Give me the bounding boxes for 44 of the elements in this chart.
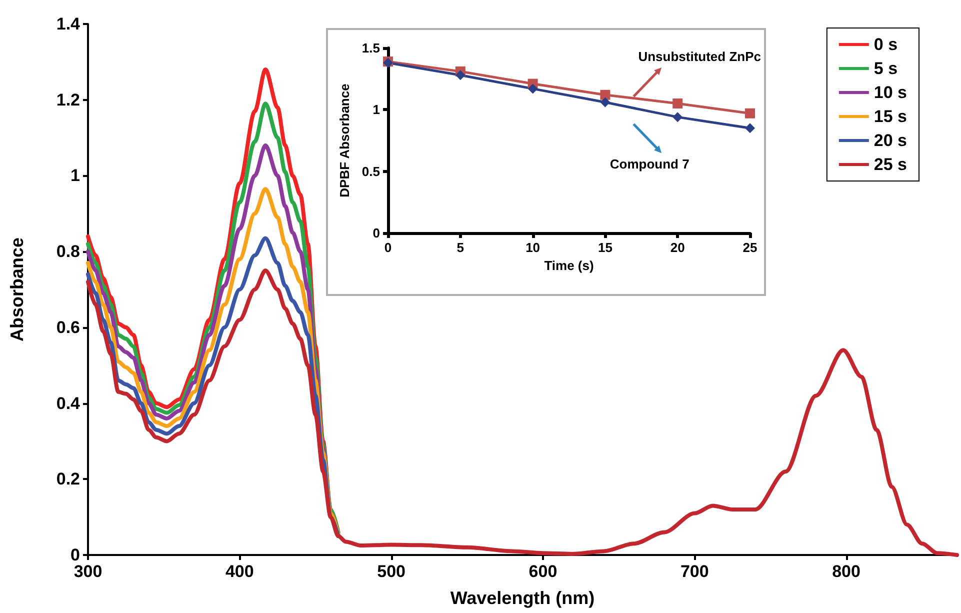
y-tick-label: 1: [372, 102, 380, 118]
x-tick-label: 0: [384, 240, 392, 255]
point: [528, 84, 538, 94]
x-tick-label: 5: [456, 240, 464, 255]
text: Compound 7: [610, 156, 690, 172]
point: [600, 90, 610, 100]
y-axis-title: DPBF Absorbance: [337, 84, 352, 198]
x-axis-title: Wavelength (nm): [450, 588, 595, 608]
y-tick-label: 1.5: [362, 40, 380, 56]
legend-label: 5 s: [874, 59, 898, 78]
point: [745, 123, 755, 134]
y-tick-label: 1: [70, 166, 80, 186]
legend-label: 25 s: [874, 155, 908, 174]
y-tick-label: 1.2: [56, 90, 80, 110]
x-tick-label: 300: [74, 562, 102, 581]
x-tick-label: 10: [526, 240, 540, 255]
x-axis-title: Time (s): [544, 258, 594, 273]
legend-label: 15 s: [874, 107, 908, 126]
x-tick-label: 500: [377, 562, 406, 581]
point: [455, 70, 466, 80]
x-tick-label: 600: [528, 562, 558, 581]
text: Unsubstituted ZnPc: [638, 49, 761, 64]
x-tick-label: 400: [225, 562, 254, 581]
y-tick-label: 0.2: [56, 470, 80, 489]
legend-label: 0 s: [874, 35, 898, 54]
y-axis-title: Absorbance: [7, 237, 27, 342]
x-tick-label: 15: [598, 240, 612, 255]
y-tick-label: 0: [70, 546, 80, 564]
y-tick-label: 0.6: [56, 318, 80, 337]
x-tick-label: 800: [832, 562, 860, 581]
x-tick-label: 25: [742, 240, 758, 255]
point: [672, 112, 683, 122]
point: [745, 108, 755, 118]
legend-label: 10 s: [874, 83, 908, 102]
x-tick-label: 20: [670, 240, 685, 255]
x-tick-label: 700: [680, 562, 709, 581]
y-tick-label: 0.8: [56, 242, 80, 262]
legend-label: 20 s: [874, 131, 908, 150]
y-tick-label: 1.4: [56, 14, 81, 34]
point: [672, 98, 683, 108]
y-tick-label: 0.4: [56, 394, 81, 413]
point: [600, 97, 610, 108]
y-tick-label: 0: [372, 226, 380, 240]
y-tick-label: 0.5: [362, 164, 380, 179]
